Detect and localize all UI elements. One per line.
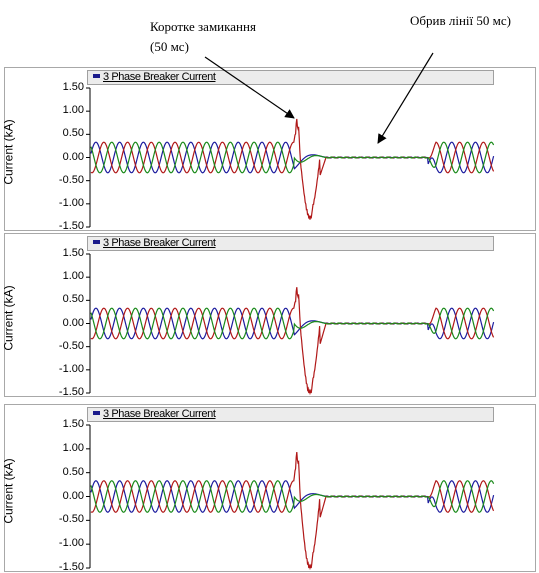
chart-panel-3: 3 Phase Breaker Current Current (kA) 1.5…: [2, 404, 536, 573]
short-circuit-annotation: Коротке замикання (50 мс): [150, 17, 256, 57]
legend-label[interactable]: 3 Phase Breaker Current: [103, 408, 216, 420]
open-circuit-annotation: Обрив лінії 50 мс): [410, 13, 511, 28]
y-tick-label: -0.50: [58, 513, 84, 526]
y-tick-label: 1.00: [62, 104, 84, 117]
legend-marker-icon: [93, 74, 100, 78]
y-tick-label: -1.50: [58, 386, 84, 398]
y-tick-label: -1.50: [58, 561, 84, 573]
panel-frame: [4, 233, 536, 397]
phase-c-series: [90, 141, 495, 174]
phase-c-series: [90, 480, 495, 513]
y-tick-label: 1.50: [62, 418, 84, 430]
legend-bar: 3 Phase Breaker Current: [87, 236, 494, 251]
y-tick-label: -1.00: [58, 362, 84, 375]
y-tick-label: 0.00: [62, 489, 84, 502]
y-tick-label: 0.50: [62, 465, 84, 478]
y-tick-label: 0.00: [62, 150, 84, 163]
y-tick-label: -0.50: [58, 173, 84, 186]
short-circuit-annotation-line1: Коротке замикання: [150, 19, 256, 34]
y-tick-label: 1.50: [62, 247, 84, 259]
plot-area: [86, 87, 495, 228]
legend-bar: 3 Phase Breaker Current: [87, 407, 494, 422]
y-tick-label: 1.00: [62, 441, 84, 454]
y-tick-label: -0.50: [58, 339, 84, 352]
phase-b-series: [90, 287, 495, 396]
plot-area: [86, 424, 495, 571]
phase-c-series: [90, 307, 495, 340]
y-tick-label: -1.00: [58, 196, 84, 209]
y-tick-label: 0.50: [62, 127, 84, 140]
plot-area: [86, 253, 495, 396]
chart-panel-1: 3 Phase Breaker Current Current (kA) 1.5…: [2, 67, 536, 232]
chart-panel-2: 3 Phase Breaker Current Current (kA) 1.5…: [2, 233, 536, 398]
y-tick-label: 1.00: [62, 270, 84, 283]
y-tick-label: 0.00: [62, 316, 84, 329]
legend-marker-icon: [93, 411, 100, 415]
legend-label[interactable]: 3 Phase Breaker Current: [103, 237, 216, 249]
legend-marker-icon: [93, 240, 100, 244]
y-tick-label: -1.50: [58, 220, 84, 232]
y-tick-label: 0.50: [62, 293, 84, 306]
y-tick-label: -1.00: [58, 537, 84, 550]
legend-label[interactable]: 3 Phase Breaker Current: [103, 71, 216, 83]
y-tick-label: 1.50: [62, 81, 84, 93]
short-circuit-annotation-line2: (50 мс): [150, 39, 189, 54]
